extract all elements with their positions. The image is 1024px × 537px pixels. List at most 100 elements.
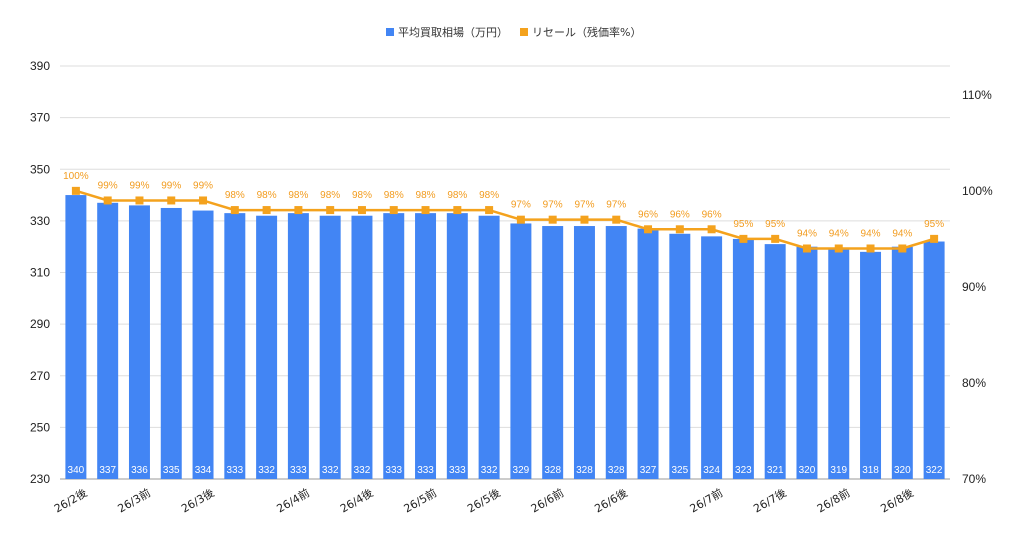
- line-value-label: 95%: [765, 219, 785, 230]
- line-point: [930, 234, 939, 243]
- y-left-tick-label: 270: [30, 369, 50, 383]
- line-value-label: 97%: [543, 200, 563, 211]
- line-value-label: 100%: [63, 171, 89, 182]
- bar-value-label: 324: [703, 465, 720, 476]
- line-point: [675, 225, 684, 234]
- line-point: [580, 215, 589, 224]
- x-tick-label: 26/8前: [814, 485, 852, 515]
- line-point: [739, 234, 748, 243]
- bar-value-label: 333: [449, 465, 466, 476]
- y-left-tick-label: 390: [30, 59, 50, 73]
- line-value-label: 94%: [797, 228, 817, 239]
- bar-value-label: 336: [131, 465, 148, 476]
- line-point: [898, 244, 907, 253]
- bar: [128, 205, 150, 479]
- bar: [510, 223, 532, 479]
- x-tick-label: 26/2後: [51, 485, 89, 515]
- bar-value-label: 332: [322, 465, 339, 476]
- y-left-tick-label: 230: [30, 472, 50, 486]
- right-axis-ticks: 70% 80% 90% 100% 110%: [962, 88, 993, 486]
- line-value-label: 96%: [670, 209, 690, 220]
- line-value-label: 96%: [702, 209, 722, 220]
- bar: [192, 210, 214, 480]
- line-value-label: 98%: [225, 190, 245, 201]
- line-value-label: 99%: [161, 180, 181, 191]
- bar: [573, 226, 595, 479]
- legend-swatch-line: [520, 28, 528, 36]
- bar: [160, 207, 182, 479]
- y-right-tick-label: 80%: [962, 376, 986, 390]
- line-point: [453, 206, 462, 215]
- y-left-tick-label: 290: [30, 317, 50, 331]
- line-point: [199, 196, 208, 205]
- bar-value-label: 333: [226, 465, 243, 476]
- line-value-label: 99%: [98, 180, 118, 191]
- line-value-label: 94%: [829, 228, 849, 239]
- line-value-label: 97%: [606, 200, 626, 211]
- bar: [605, 226, 627, 479]
- bar-series: 340 337 336 335 334 333 332 333 332 332 333 333 333 3…: [65, 195, 945, 480]
- bar-value-label: 328: [544, 465, 561, 476]
- legend-swatch-bar: [386, 28, 394, 36]
- line-point: [707, 225, 716, 234]
- bar: [669, 233, 691, 479]
- bar: [542, 226, 564, 479]
- bar-value-label: 340: [68, 465, 85, 476]
- left-axis-ticks: 230 250 270 290 310 330 350 370 390: [30, 59, 50, 486]
- x-tick-label: 26/3後: [179, 485, 217, 515]
- line-point: [866, 244, 875, 253]
- x-tick-label: 26/4後: [338, 485, 376, 515]
- line-point: [357, 206, 366, 215]
- bar: [701, 236, 723, 479]
- line-point: [294, 206, 303, 215]
- bar-value-label: 329: [513, 465, 530, 476]
- y-right-tick-label: 100%: [962, 184, 993, 198]
- bar-value-label: 328: [608, 465, 625, 476]
- line-series: 100% 99% 99% 99% 99% 98% 98% 98% 98% 98% 98% 98% 98%…: [63, 171, 944, 253]
- bar: [65, 195, 87, 479]
- bar: [224, 213, 246, 479]
- line-point: [612, 215, 621, 224]
- bar-value-label: 320: [894, 465, 911, 476]
- bar: [860, 251, 882, 479]
- line-point: [485, 206, 494, 215]
- bar-value-label: 323: [735, 465, 752, 476]
- bar-value-label: 333: [290, 465, 307, 476]
- bar: [796, 246, 818, 479]
- line-value-label: 98%: [479, 190, 499, 201]
- line-point: [326, 206, 335, 215]
- line-point: [71, 186, 80, 195]
- bar: [637, 228, 659, 479]
- line-point: [262, 206, 271, 215]
- y-left-tick-label: 330: [30, 214, 50, 228]
- bar-value-label: 332: [481, 465, 498, 476]
- bar-value-label: 320: [799, 465, 816, 476]
- bar-value-label: 318: [862, 465, 879, 476]
- line-value-label: 99%: [193, 180, 213, 191]
- bar-value-label: 332: [258, 465, 275, 476]
- bar-value-label: 332: [354, 465, 371, 476]
- x-tick-label: 26/5後: [465, 485, 503, 515]
- bar: [764, 244, 786, 479]
- line-value-label: 94%: [892, 228, 912, 239]
- line-value-label: 98%: [416, 190, 436, 201]
- line-point: [516, 215, 525, 224]
- bar: [828, 249, 850, 479]
- line-value-label: 94%: [861, 228, 881, 239]
- bar: [351, 215, 373, 479]
- line-path: [75, 189, 935, 250]
- line-point: [230, 206, 239, 215]
- y-left-tick-label: 250: [30, 420, 50, 434]
- line-point: [103, 196, 112, 205]
- bar-value-label: 333: [417, 465, 434, 476]
- line-point: [644, 225, 653, 234]
- x-tick-label: 26/8後: [878, 485, 916, 515]
- y-left-tick-label: 350: [30, 162, 50, 176]
- bar: [383, 213, 405, 479]
- bar: [478, 215, 500, 479]
- line-value-label: 96%: [638, 209, 658, 220]
- x-tick-label: 26/7後: [751, 485, 789, 515]
- bar: [923, 241, 945, 479]
- line-value-label: 98%: [320, 190, 340, 201]
- y-right-tick-label: 70%: [962, 472, 986, 486]
